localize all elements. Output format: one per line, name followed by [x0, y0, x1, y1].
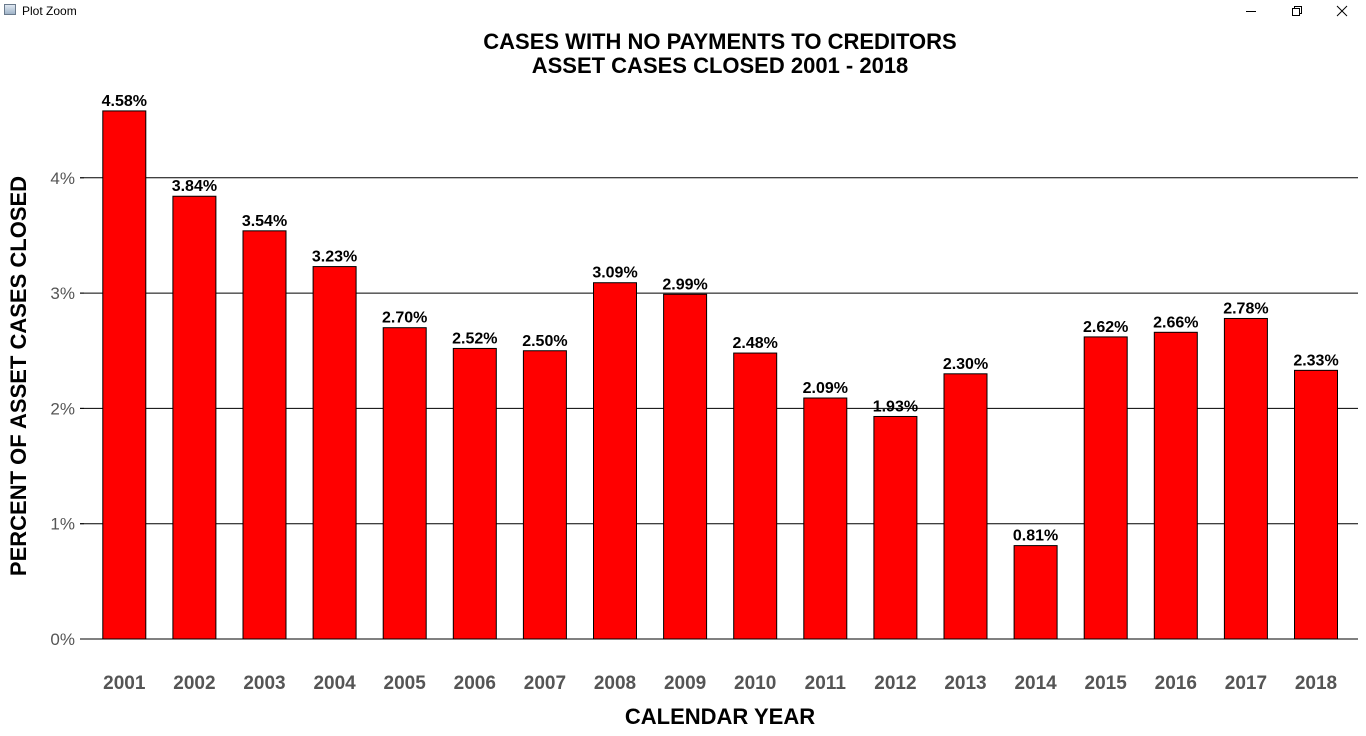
x-tick-label-2002: 2002: [173, 673, 215, 694]
data-label-2016: 2.66%: [1153, 314, 1198, 331]
data-label-2017: 2.78%: [1223, 300, 1268, 317]
bar-2013: [943, 373, 988, 640]
window-titlebar: Plot Zoom: [0, 0, 1366, 22]
chart-subtitle: ASSET CASES CLOSED 2001 - 2018: [532, 53, 909, 78]
bar-2017: [1223, 317, 1268, 640]
data-label-2014: 0.81%: [1013, 528, 1058, 545]
bar-2009: [663, 293, 708, 640]
grid-lines: [80, 177, 1358, 640]
y-axis-label: PERCENT OF ASSET CASES CLOSED: [6, 176, 31, 576]
plot-window-icon: [4, 4, 16, 15]
bar-2015: [1083, 336, 1128, 640]
bar-2004: [312, 266, 357, 640]
data-label-2013: 2.30%: [943, 356, 988, 373]
data-label-2002: 3.84%: [172, 178, 217, 195]
y-tick-label: 4%: [50, 169, 75, 188]
close-button[interactable]: [1320, 0, 1366, 22]
x-tick-label-2008: 2008: [594, 673, 636, 694]
y-tick-label: 2%: [50, 399, 75, 418]
data-label-2011: 2.09%: [803, 380, 848, 397]
x-tick-label-2007: 2007: [524, 673, 566, 694]
bar-2014: [1013, 545, 1058, 640]
restore-icon: [1292, 6, 1302, 16]
y-tick-label: 1%: [50, 515, 75, 534]
y-tick-label: 0%: [50, 630, 75, 649]
x-axis-label: CALENDAR YEAR: [625, 704, 815, 729]
data-label-2005: 2.70%: [382, 310, 427, 327]
minimize-icon: [1246, 11, 1256, 12]
x-tick-label-2004: 2004: [313, 673, 356, 694]
bar-2003: [242, 230, 287, 640]
bar-2005: [382, 327, 427, 640]
restore-button[interactable]: [1274, 0, 1320, 22]
data-label-2004: 3.23%: [312, 249, 357, 266]
x-tick-label-2011: 2011: [805, 673, 847, 694]
bar-2011: [803, 397, 848, 640]
y-tick-label: 3%: [50, 284, 75, 303]
x-tick-label-2003: 2003: [243, 673, 285, 694]
x-tick-label-2005: 2005: [384, 673, 427, 694]
x-tick-label-2009: 2009: [664, 673, 706, 694]
data-labels: 4.58% 3.84% 3.54% 3.23% 2.70% 2.52% 2.50% 3.09%…: [102, 93, 1339, 545]
chart-title: CASES WITH NO PAYMENTS TO CREDITORS: [483, 29, 956, 54]
x-tick-label-2015: 2015: [1085, 673, 1128, 694]
bar-2008: [593, 282, 637, 640]
data-label-2010: 2.48%: [733, 335, 778, 352]
x-tick-label-2001: 2001: [103, 673, 146, 694]
bar-2006: [452, 347, 497, 640]
x-tick-label-2014: 2014: [1014, 673, 1057, 694]
x-tick-label-2010: 2010: [734, 673, 776, 694]
data-label-2012: 1.93%: [873, 398, 918, 415]
bar-2002: [172, 195, 217, 640]
x-tick-label-2013: 2013: [944, 673, 986, 694]
close-icon: [1336, 5, 1348, 17]
bar-2010: [733, 352, 778, 640]
data-label-2006: 2.52%: [452, 330, 497, 347]
data-label-2018: 2.33%: [1293, 352, 1338, 369]
window-title: Plot Zoom: [22, 4, 77, 18]
bar-2018: [1294, 369, 1338, 640]
bar-2007: [522, 350, 567, 640]
x-tick-label-2012: 2012: [874, 673, 916, 694]
x-tick-label-2006: 2006: [454, 673, 496, 694]
data-label-2008: 3.09%: [592, 265, 637, 282]
data-label-2001: 4.58%: [102, 93, 147, 110]
y-tick-labels: 0% 1% 2% 3% 4%: [50, 169, 75, 649]
x-tick-label-2017: 2017: [1225, 673, 1267, 694]
bars: [102, 110, 1338, 640]
data-label-2009: 2.99%: [662, 276, 707, 293]
bar-2016: [1153, 331, 1198, 640]
bar-2012: [873, 415, 918, 640]
data-label-2003: 3.54%: [242, 213, 287, 230]
bar-2001: [102, 110, 147, 640]
x-tick-labels: 2001 2002 2003 2004 2005 2006 2007 2008 2009 2010…: [103, 673, 1337, 694]
data-label-2015: 2.62%: [1083, 319, 1128, 336]
data-label-2007: 2.50%: [522, 333, 567, 350]
x-tick-label-2018: 2018: [1295, 673, 1337, 694]
minimize-button[interactable]: [1228, 0, 1274, 22]
x-tick-label-2016: 2016: [1155, 673, 1197, 694]
